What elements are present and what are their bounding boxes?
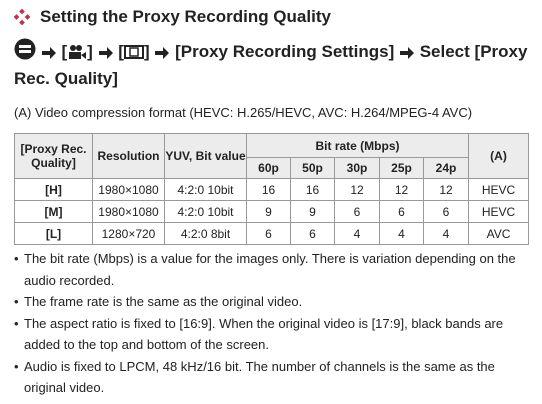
table-cell: 12 — [334, 178, 380, 201]
arrow — [98, 47, 113, 59]
diamond-icon — [14, 9, 30, 25]
menu-icon — [14, 38, 36, 60]
menu-path: [] [] [Proxy Recording Settings] Select … — [14, 38, 529, 92]
table-cell: 6 — [246, 222, 291, 245]
bracket: [ — [118, 42, 124, 61]
arrow — [155, 47, 170, 59]
header-cell: Bit rate (Mbps) — [246, 133, 469, 158]
bullet-item: The bit rate (Mbps) is a value for the i… — [14, 248, 529, 291]
table-cell: 16 — [290, 178, 335, 201]
bracket: ] — [87, 42, 93, 61]
bullet-item: Audio is fixed to LPCM, 48 kHz/16 bit. T… — [14, 356, 529, 399]
table-cell: 4 — [423, 222, 469, 245]
bracket: [ — [61, 42, 68, 61]
arrow — [399, 47, 414, 59]
header-cell: 25p — [379, 157, 424, 179]
bracket: ] — [143, 42, 150, 61]
header-cell: 24p — [423, 157, 469, 179]
table-cell: 6 — [290, 222, 335, 245]
table-row: [H] 1980×1080 4:2:0 10bit 16 16 12 12 12 HEVC — [14, 178, 529, 201]
table-cell: 9 — [246, 200, 291, 223]
table-cell: 12 — [423, 178, 469, 201]
film-icon — [123, 45, 144, 59]
table-cell: 4 — [334, 222, 380, 245]
menu-text: Select — [419, 42, 470, 61]
header-cell: Resolution — [92, 133, 165, 179]
video-icon — [69, 45, 87, 59]
bullet-item: The frame rate is the same as the origin… — [14, 291, 529, 313]
table-cell: 1280×720 — [92, 222, 165, 245]
table-cell: [H] — [14, 178, 93, 201]
table-cell: 1980×1080 — [92, 178, 165, 201]
menu-item: [Proxy Rec. Quality] — [14, 42, 528, 88]
table: [Proxy Rec. Quality] Resolution YUV, Bit… — [14, 133, 529, 245]
table-cell: [L] — [14, 222, 93, 245]
title: Setting the Proxy Recording Quality — [40, 7, 331, 26]
table-cell: AVC — [468, 222, 529, 245]
table-cell: 16 — [246, 178, 291, 201]
table-cell: 4:2:0 8bit — [164, 222, 247, 245]
header-cell: [Proxy Rec. Quality] — [14, 133, 93, 179]
menu-item: [Proxy Recording Settings] — [175, 42, 395, 61]
note: (A) Video compression format (HEVC: H.26… — [14, 105, 473, 120]
arrow — [41, 47, 56, 59]
table-cell: 4 — [379, 222, 424, 245]
table-cell: 6 — [423, 200, 469, 223]
table-cell: 4:2:0 10bit — [164, 200, 247, 223]
table-cell: 9 — [290, 200, 335, 223]
table-cell: HEVC — [468, 200, 529, 223]
header-cell: 60p — [246, 157, 291, 179]
table-cell: 12 — [379, 178, 424, 201]
bullet-list: The bit rate (Mbps) is a value for the i… — [14, 248, 529, 399]
table-cell: 1980×1080 — [92, 200, 165, 223]
header-cell: 50p — [290, 157, 335, 179]
heading: Setting the Proxy Recording Quality — [14, 7, 331, 27]
table-cell: HEVC — [468, 178, 529, 201]
table-cell: 4:2:0 10bit — [164, 178, 247, 201]
header-cell: YUV, Bit value — [164, 133, 247, 179]
header-cell: 30p — [334, 157, 380, 179]
bullet-item: The aspect ratio is fixed to [16:9]. Whe… — [14, 313, 529, 356]
header-cell: (A) — [468, 133, 529, 179]
table-row: [M] 1980×1080 4:2:0 10bit 9 9 6 6 6 HEVC — [14, 200, 529, 223]
table-cell: [M] — [14, 200, 93, 223]
table-cell: 6 — [379, 200, 424, 223]
table-row: [L] 1280×720 4:2:0 8bit 6 6 4 4 4 AVC — [14, 222, 529, 245]
table-cell: 6 — [334, 200, 380, 223]
